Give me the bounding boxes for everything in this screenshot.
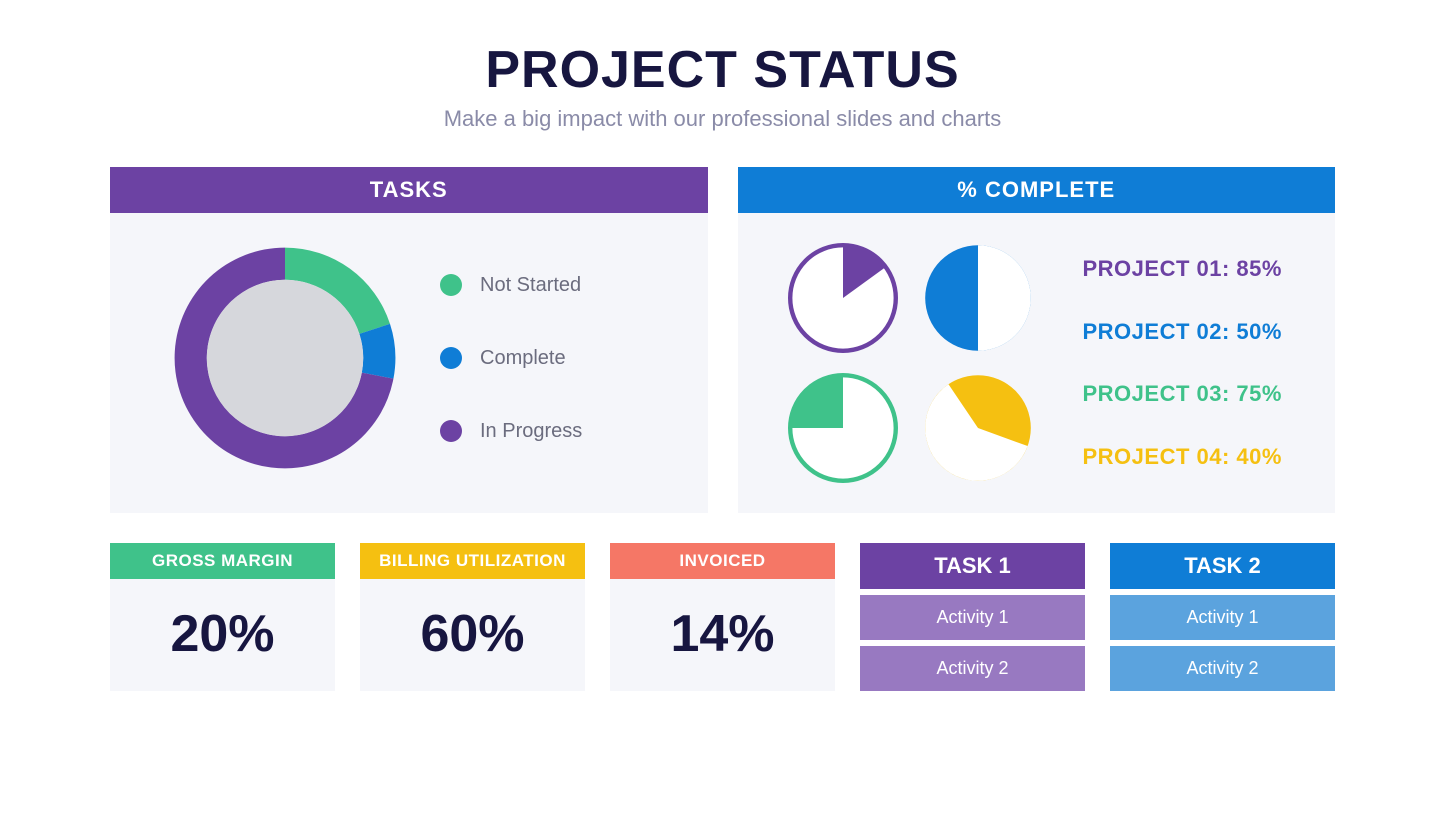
page-subtitle: Make a big impact with our professional … bbox=[110, 106, 1335, 132]
activity-item: Activity 2 bbox=[860, 646, 1085, 691]
tasks-legend: Not Started Complete In Progress bbox=[440, 274, 582, 443]
project-pies bbox=[788, 243, 1033, 483]
legend-label: In Progress bbox=[480, 420, 582, 443]
project-label: PROJECT 03: 75% bbox=[1083, 381, 1282, 407]
page-title: PROJECT STATUS bbox=[110, 40, 1335, 100]
complete-panel-body: PROJECT 01: 85% PROJECT 02: 50% PROJECT 03… bbox=[738, 213, 1336, 513]
tasks-donut-chart bbox=[170, 243, 400, 473]
metric-card: GROSS MARGIN20% bbox=[110, 543, 335, 691]
legend-label: Not Started bbox=[480, 274, 581, 297]
activity-item: Activity 1 bbox=[860, 595, 1085, 640]
metric-header: INVOICED bbox=[610, 543, 835, 579]
legend-dot bbox=[440, 347, 462, 369]
legend-item: Not Started bbox=[440, 274, 582, 297]
legend-item: Complete bbox=[440, 347, 582, 370]
metric-value: 60% bbox=[360, 579, 585, 689]
project-pie bbox=[788, 243, 898, 353]
tasks-panel-header: TASKS bbox=[110, 167, 708, 213]
top-row: TASKS Not Started Complete In Progress % C… bbox=[110, 167, 1335, 513]
legend-dot bbox=[440, 420, 462, 442]
metric-header: BILLING UTILIZATION bbox=[360, 543, 585, 579]
task-column-header: TASK 2 bbox=[1110, 543, 1335, 589]
legend-label: Complete bbox=[480, 347, 566, 370]
tasks-panel: TASKS Not Started Complete In Progress bbox=[110, 167, 708, 513]
header: PROJECT STATUS Make a big impact with ou… bbox=[110, 40, 1335, 132]
activity-item: Activity 1 bbox=[1110, 595, 1335, 640]
metric-card: BILLING UTILIZATION60% bbox=[360, 543, 585, 691]
bottom-row: GROSS MARGIN20%BILLING UTILIZATION60%INV… bbox=[110, 543, 1335, 691]
legend-item: In Progress bbox=[440, 420, 582, 443]
task-column: TASK 1 Activity 1 Activity 2 bbox=[860, 543, 1085, 691]
metric-header: GROSS MARGIN bbox=[110, 543, 335, 579]
project-label: PROJECT 02: 50% bbox=[1083, 319, 1282, 345]
metric-card: INVOICED14% bbox=[610, 543, 835, 691]
complete-panel-header: % COMPLETE bbox=[738, 167, 1336, 213]
legend-dot bbox=[440, 274, 462, 296]
project-pie bbox=[923, 243, 1033, 353]
tasks-panel-body: Not Started Complete In Progress bbox=[110, 213, 708, 503]
metric-value: 14% bbox=[610, 579, 835, 689]
project-pie bbox=[923, 373, 1033, 483]
project-label: PROJECT 04: 40% bbox=[1083, 444, 1282, 470]
project-pie bbox=[788, 373, 898, 483]
task-column: TASK 2 Activity 1 Activity 2 bbox=[1110, 543, 1335, 691]
metric-value: 20% bbox=[110, 579, 335, 689]
complete-panel: % COMPLETE PROJECT 01: 85% PROJECT 02: 50… bbox=[738, 167, 1336, 513]
project-label: PROJECT 01: 85% bbox=[1083, 256, 1282, 282]
activity-item: Activity 2 bbox=[1110, 646, 1335, 691]
task-column-header: TASK 1 bbox=[860, 543, 1085, 589]
project-list: PROJECT 01: 85% PROJECT 02: 50% PROJECT 03… bbox=[1083, 243, 1282, 483]
